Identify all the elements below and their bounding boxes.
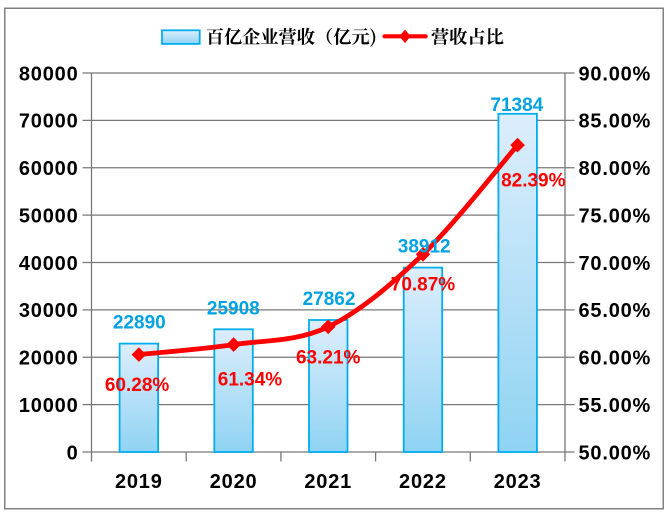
svg-text:2019: 2019 [115,471,163,493]
svg-text:60.28%: 60.28% [105,375,170,396]
svg-text:70000: 70000 [19,111,79,133]
svg-text:27862: 27862 [303,289,356,310]
svg-text:55.00%: 55.00% [579,395,652,417]
svg-text:60.00%: 60.00% [579,348,652,370]
svg-text:60000: 60000 [19,158,79,180]
svg-text:25908: 25908 [207,298,260,319]
svg-text:50.00%: 50.00% [579,442,652,464]
svg-text:2021: 2021 [304,471,352,493]
svg-text:22890: 22890 [113,312,166,333]
svg-text:80.00%: 80.00% [579,158,652,180]
svg-text:20000: 20000 [19,348,79,370]
svg-text:50000: 50000 [19,205,79,227]
svg-text:70.87%: 70.87% [391,275,456,296]
svg-text:61.34%: 61.34% [218,370,283,391]
svg-text:40000: 40000 [19,253,79,275]
svg-text:85.00%: 85.00% [579,111,652,133]
svg-text:10000: 10000 [19,395,79,417]
svg-text:71384: 71384 [490,95,543,116]
svg-text:80000: 80000 [19,63,79,85]
svg-text:65.00%: 65.00% [579,300,652,322]
svg-text:75.00%: 75.00% [579,205,652,227]
svg-text:30000: 30000 [19,300,79,322]
svg-text:63.21%: 63.21% [296,347,361,368]
svg-text:2022: 2022 [399,471,447,493]
svg-text:2023: 2023 [494,471,542,493]
svg-text:2020: 2020 [210,471,258,493]
svg-text:70.00%: 70.00% [579,253,652,275]
svg-text:90.00%: 90.00% [579,63,652,85]
svg-text:82.39%: 82.39% [501,171,566,192]
svg-text:0: 0 [67,442,79,464]
svg-text:38912: 38912 [398,237,451,258]
